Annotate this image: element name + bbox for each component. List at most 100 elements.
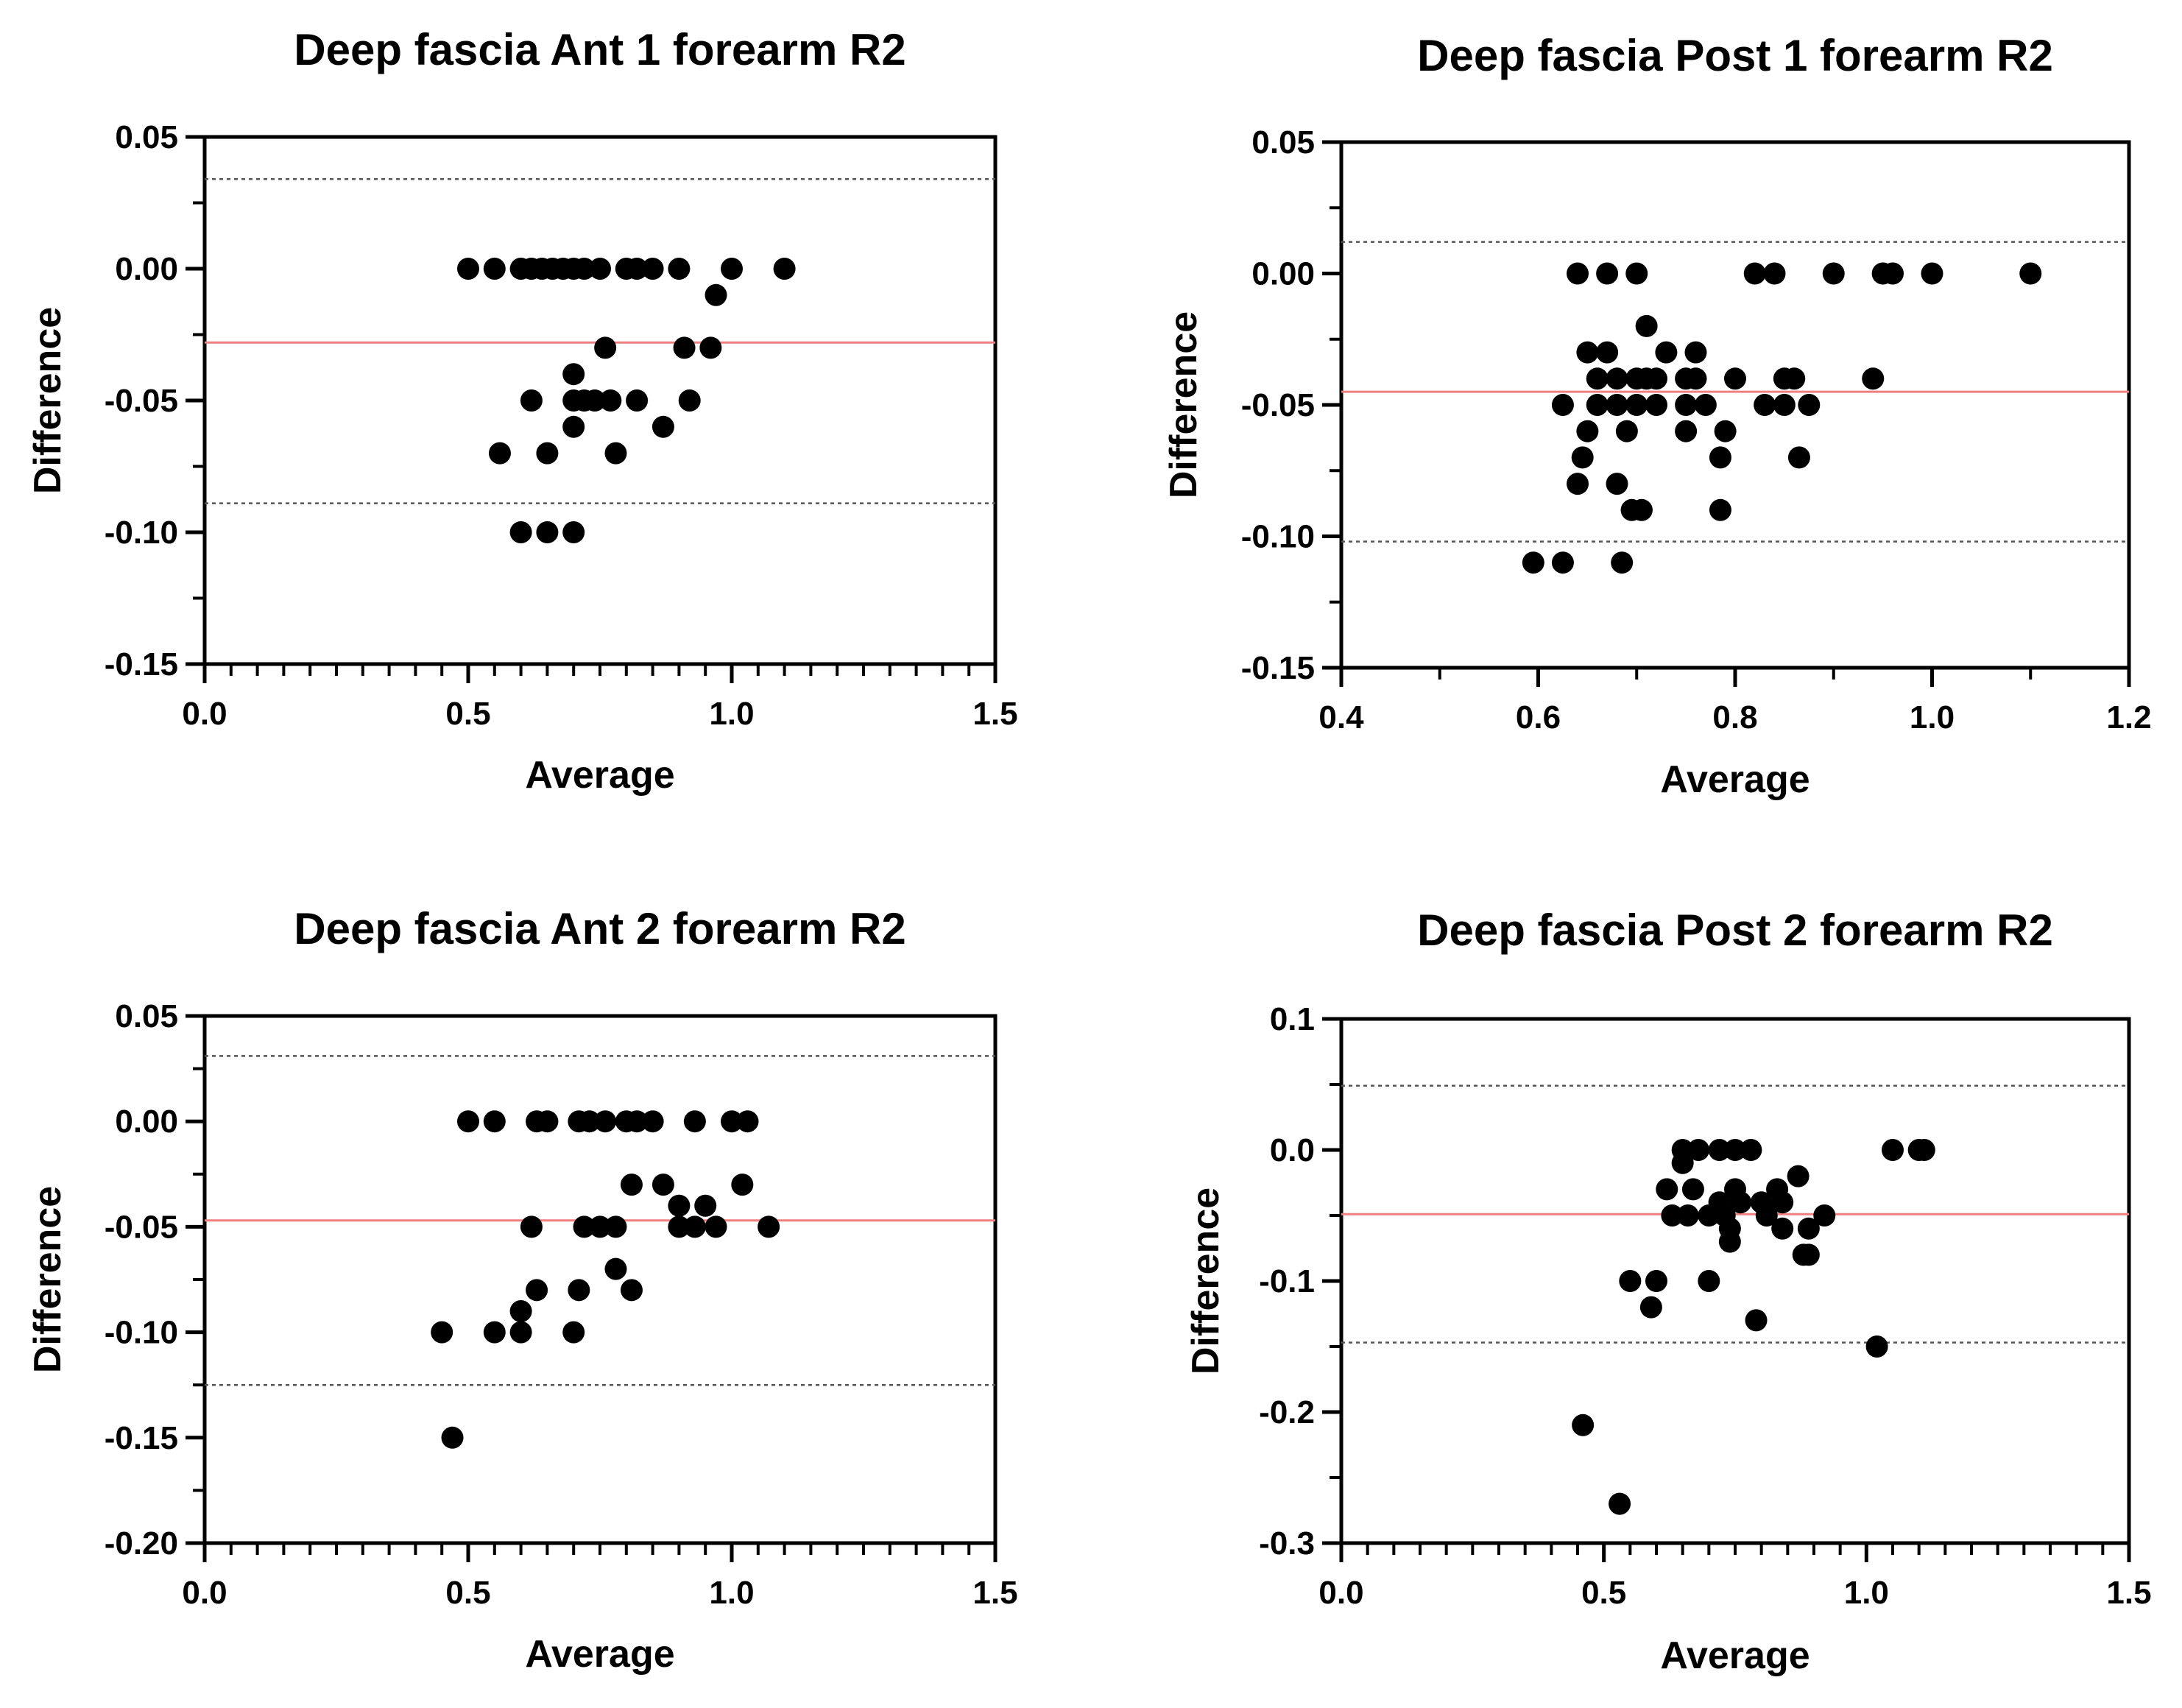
data-point	[1745, 1309, 1768, 1332]
data-point	[1645, 1270, 1667, 1292]
data-point	[1709, 446, 1731, 469]
data-point	[536, 442, 559, 465]
y-tick-label: -0.15	[105, 646, 178, 682]
data-point	[520, 1215, 543, 1238]
data-point	[509, 521, 532, 543]
y-tick-label: 0.05	[115, 119, 178, 155]
chart-panel-1: Deep fascia Ant 1 forearm R2 0.05 0.00 -0.0…	[27, 25, 1018, 797]
data-point	[705, 283, 727, 306]
data-point	[589, 1215, 611, 1238]
x-tick-label: 1.0	[709, 696, 754, 732]
data-point	[721, 1110, 743, 1133]
data-point	[1645, 367, 1667, 390]
data-point	[1698, 1270, 1720, 1292]
data-point	[562, 415, 585, 438]
data-point	[1921, 262, 1943, 285]
data-point	[457, 258, 479, 280]
data-point	[536, 521, 559, 543]
data-point	[1684, 341, 1707, 364]
y-tick-label: -0.10	[1241, 519, 1315, 555]
data-point	[536, 1110, 559, 1133]
data-point	[652, 415, 674, 438]
data-point	[1813, 1204, 1836, 1227]
data-point	[1718, 1230, 1741, 1253]
y-tick-label: 0.00	[1251, 256, 1315, 292]
data-point	[1773, 394, 1796, 416]
y-tick-label: -0.1	[1259, 1263, 1315, 1299]
x-axis-label: Average	[1660, 758, 1809, 801]
data-point	[1709, 498, 1731, 521]
data-point	[721, 258, 743, 280]
x-tick-label: 1.5	[2106, 1575, 2151, 1611]
data-point	[1787, 446, 1810, 469]
y-tick-label: -0.3	[1259, 1525, 1315, 1561]
data-point	[1630, 498, 1653, 521]
data-point	[594, 1110, 617, 1133]
data-point	[1740, 1139, 1762, 1161]
x-tick-label: 0.5	[1581, 1575, 1626, 1611]
data-point	[1698, 1204, 1720, 1227]
data-point	[1625, 262, 1648, 285]
data-point	[1771, 1191, 1794, 1214]
x-tick-label: 0.5	[445, 1575, 490, 1611]
data-point	[683, 1215, 706, 1238]
x-tick-label: 0.0	[182, 696, 227, 732]
data-point	[1586, 394, 1609, 416]
y-tick-label: 0.00	[115, 251, 178, 287]
data-point	[1639, 1296, 1662, 1319]
chart-panel-2: Deep fascia Post 1 forearm R2 0.05 0.00 -0.…	[1162, 31, 2152, 801]
data-point	[1755, 1204, 1778, 1227]
x-axis-label: Average	[525, 1633, 674, 1676]
data-point	[604, 1215, 627, 1238]
data-point	[488, 442, 511, 465]
data-point	[641, 1110, 664, 1133]
y-tick-label: -0.10	[105, 515, 178, 551]
y-tick-label: -0.05	[105, 1209, 178, 1245]
data-point	[2019, 262, 2042, 285]
data-point	[573, 1215, 596, 1238]
data-point	[1619, 1270, 1642, 1292]
data-point	[1635, 314, 1658, 337]
data-point	[1862, 367, 1885, 390]
data-point	[1551, 394, 1574, 416]
data-point	[1571, 446, 1594, 469]
data-point	[694, 1194, 717, 1217]
data-point	[1687, 1139, 1710, 1161]
data-point	[599, 389, 622, 412]
data-point	[520, 389, 543, 412]
data-point	[1822, 262, 1845, 285]
data-point	[1913, 1139, 1935, 1161]
y-tick-label: 0.00	[115, 1104, 178, 1140]
data-point	[705, 1215, 727, 1238]
data-point	[1882, 1139, 1904, 1161]
data-point	[1681, 1178, 1704, 1201]
data-point	[573, 258, 596, 280]
data-point	[1763, 262, 1786, 285]
data-point	[1724, 367, 1746, 390]
data-point	[1771, 1217, 1794, 1240]
data-point	[1567, 473, 1589, 495]
data-point	[1586, 367, 1609, 390]
data-point	[1596, 262, 1619, 285]
data-point	[1865, 1335, 1888, 1358]
data-point	[1645, 394, 1667, 416]
data-point	[1625, 394, 1648, 416]
chart-panel-4: Deep fascia Post 2 forearm R2 0.1 0.0 -0.1 -…	[1184, 906, 2152, 1677]
chart-title: Deep fascia Ant 2 forearm R2	[294, 904, 905, 953]
y-tick-label: -0.05	[105, 383, 178, 419]
data-point	[683, 1110, 706, 1133]
x-tick-label: 0.6	[1516, 699, 1561, 735]
x-tick-label: 0.0	[182, 1575, 227, 1611]
y-axis-label: Difference	[27, 1186, 69, 1373]
data-point	[1694, 394, 1717, 416]
y-tick-label: -0.15	[105, 1420, 178, 1456]
data-point	[620, 1174, 643, 1196]
data-point	[441, 1426, 464, 1449]
data-point	[568, 1279, 590, 1302]
data-point	[1606, 473, 1628, 495]
y-tick-label: -0.20	[105, 1525, 178, 1561]
y-tick-label: 0.05	[1251, 124, 1315, 160]
data-point	[641, 258, 664, 280]
data-point	[1611, 551, 1634, 574]
